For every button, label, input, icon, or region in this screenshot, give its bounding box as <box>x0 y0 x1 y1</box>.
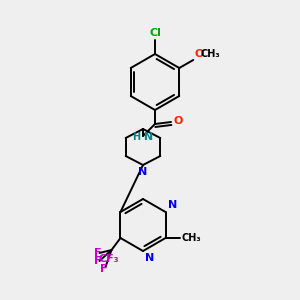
Text: CH₃: CH₃ <box>182 233 201 243</box>
Text: N: N <box>140 132 153 142</box>
Text: F: F <box>94 256 101 266</box>
Text: N: N <box>167 200 177 210</box>
Text: O: O <box>194 49 204 59</box>
Text: CH₃: CH₃ <box>200 49 220 59</box>
Text: Cl: Cl <box>149 28 161 38</box>
Text: N: N <box>138 167 148 177</box>
Text: N: N <box>145 253 154 263</box>
Text: O: O <box>173 116 182 126</box>
Text: F: F <box>100 264 107 274</box>
Text: F: F <box>94 248 101 258</box>
Text: CF₃: CF₃ <box>98 254 119 264</box>
Text: H: H <box>132 132 140 142</box>
